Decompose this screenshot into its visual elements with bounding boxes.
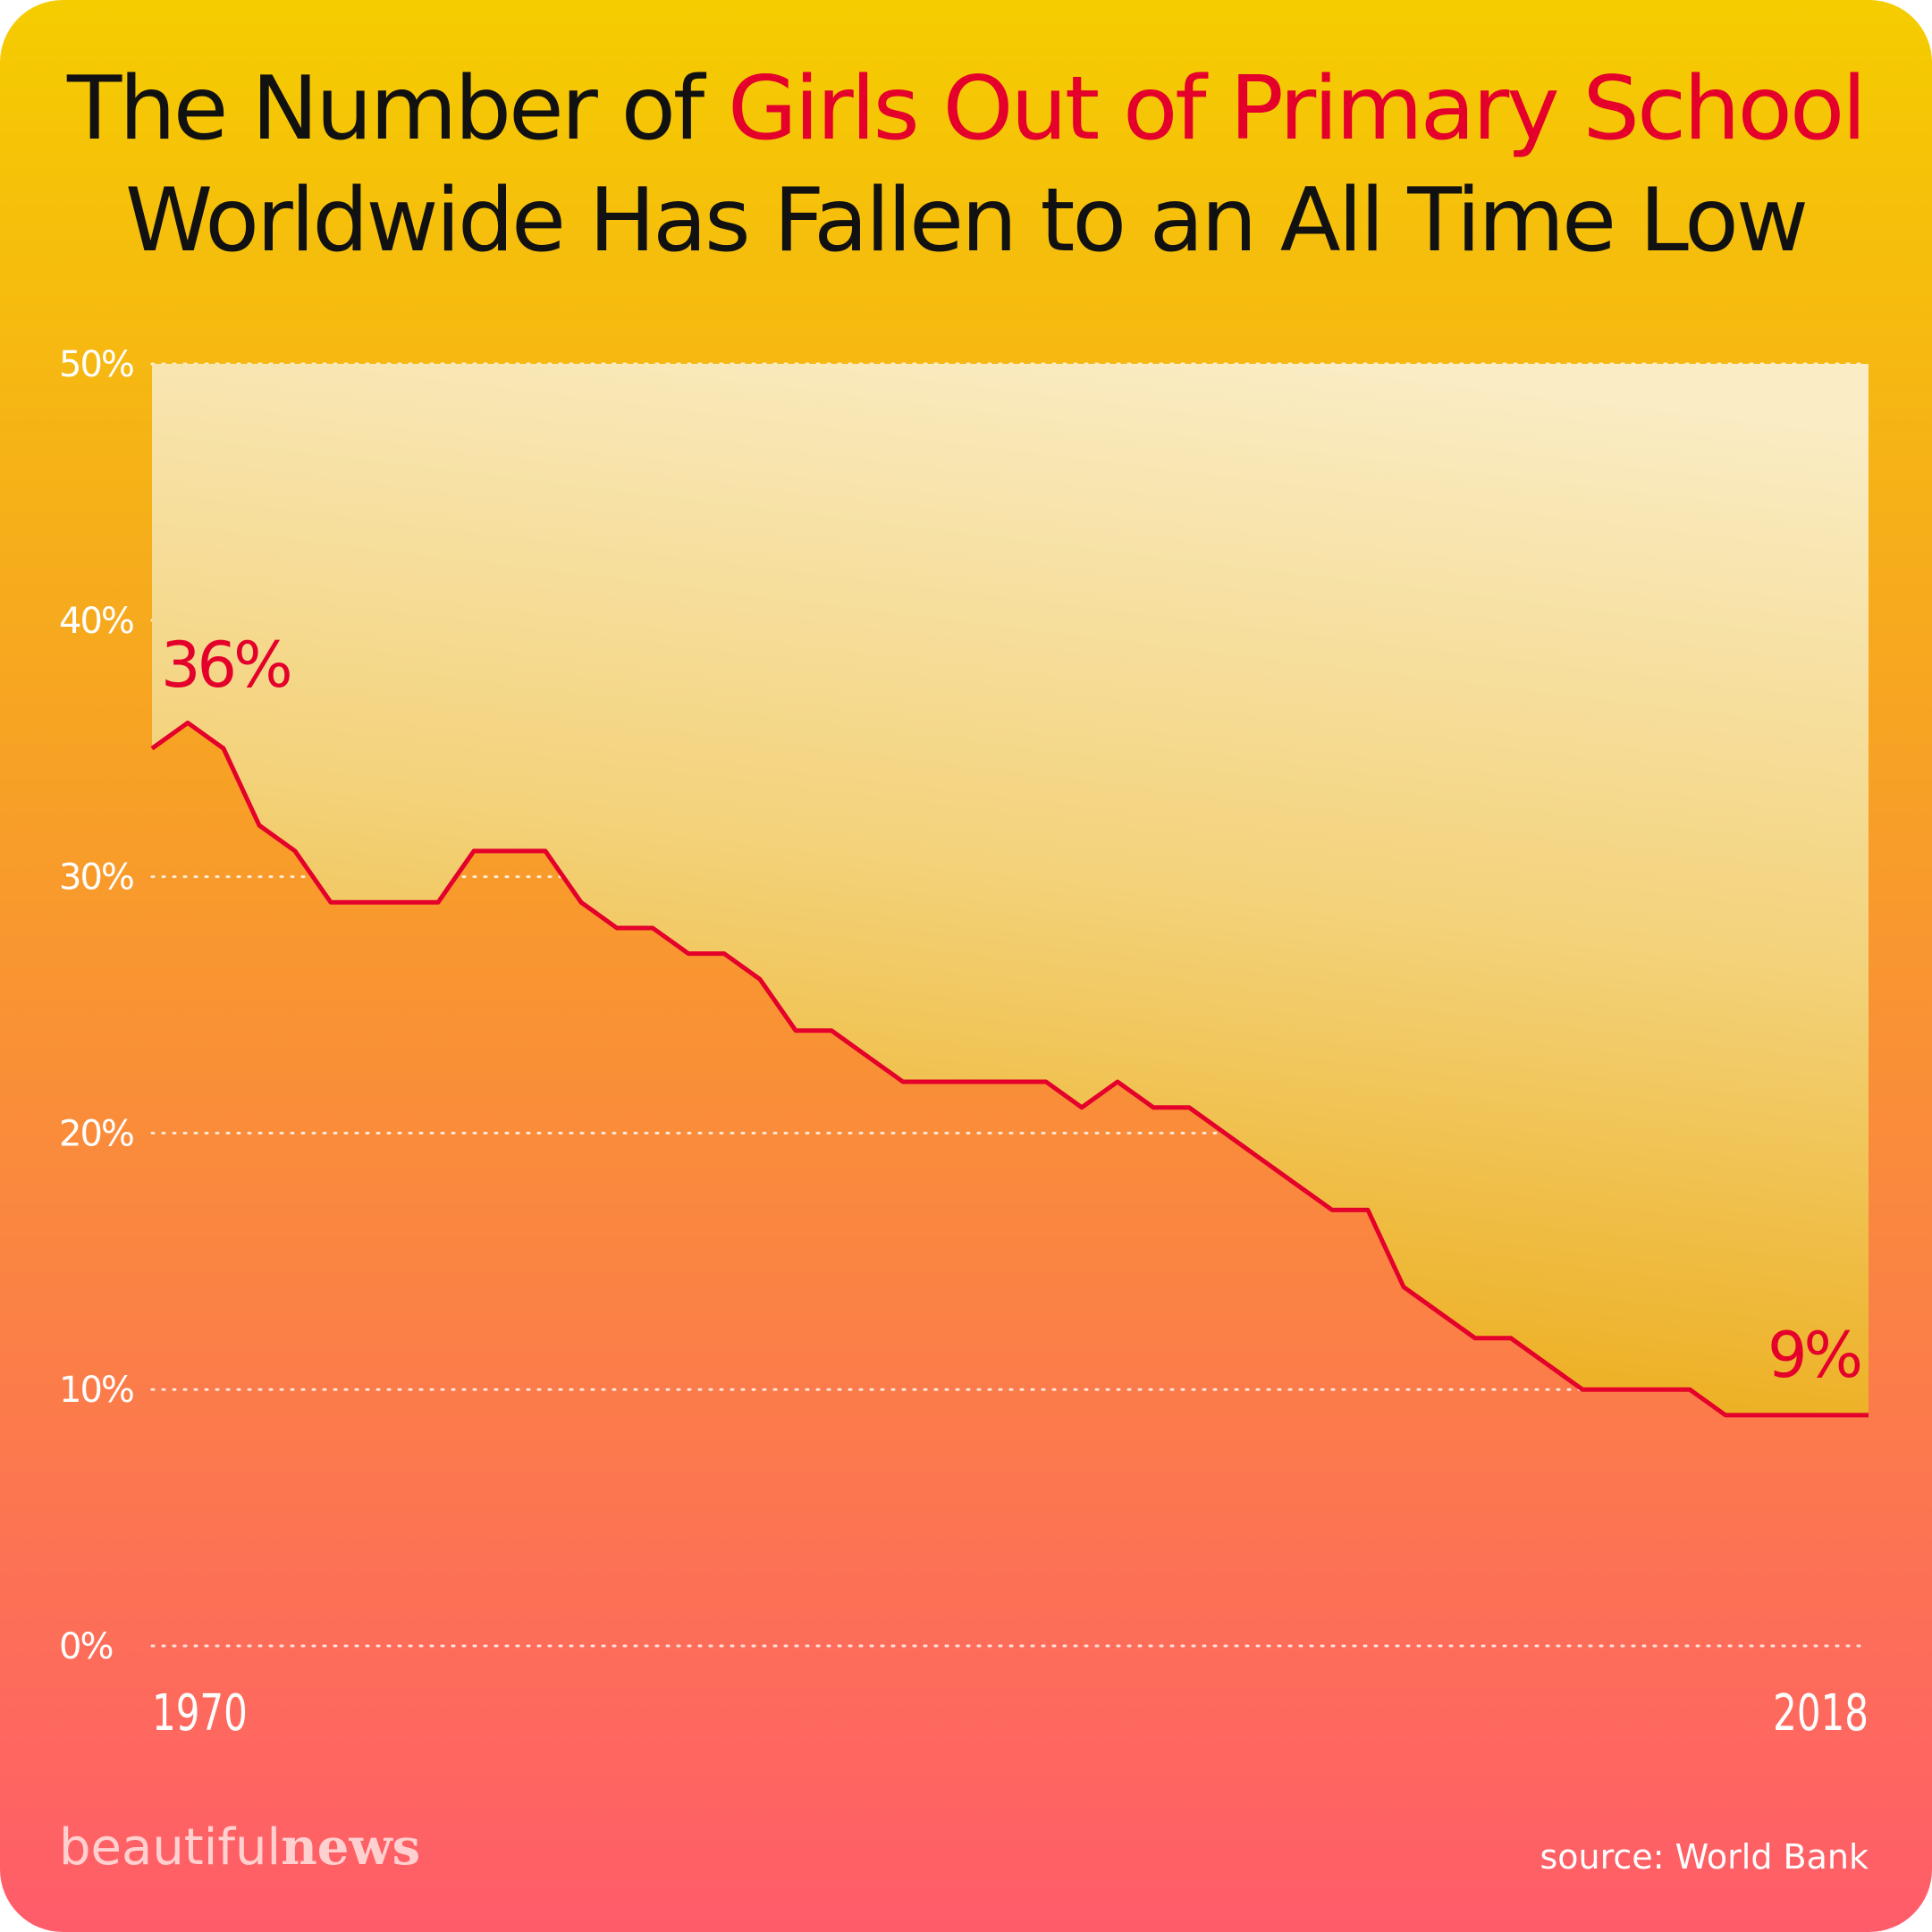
x-tick-label: 2018 [1773,1683,1869,1742]
area [152,364,1869,1415]
title-part: Girls Out of Primary School [728,58,1864,160]
annotation: 36% [161,629,290,702]
source: source: World Bank [1540,1837,1869,1877]
line [150,721,1869,1418]
y-tick-label: 50% [59,344,133,385]
plot: 0% 10% 20% 30% 40% 50% 1970 2018 36% 9% [59,344,1870,1742]
y-tick-label: 40% [59,601,133,642]
y-tick-label: 30% [59,857,133,899]
y-tick-label: 10% [59,1370,133,1411]
chart-title: Worldwide Has Fallen to an All Time Low [125,170,1806,272]
brand-part: news [281,1818,420,1877]
brand: beautifulnews [59,1818,420,1877]
x-tick-label: 1970 [152,1683,248,1742]
annotation: 9% [1767,1319,1860,1392]
y-tick-label: 0% [59,1626,112,1667]
brand-part: beautiful [59,1818,281,1877]
y-tick-label: 20% [59,1113,133,1154]
chart-title: The Number of Girls Out of Primary Schoo… [66,58,1864,160]
title-part: The Number of [66,58,707,160]
